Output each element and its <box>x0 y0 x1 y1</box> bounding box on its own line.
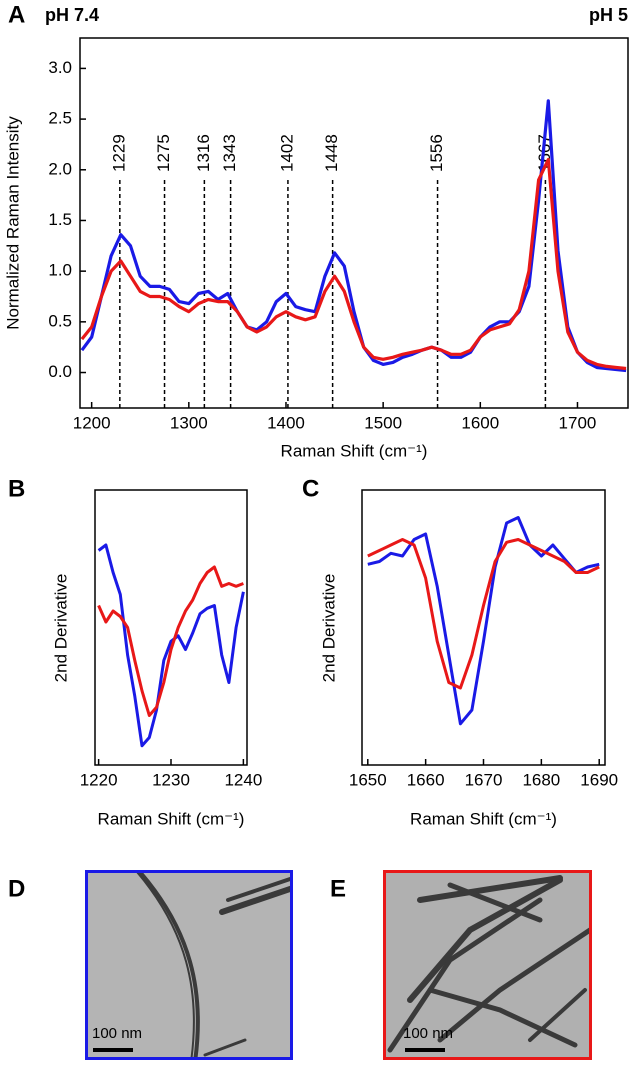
x-tick-label: 1690 <box>580 770 618 789</box>
series-line <box>97 543 245 748</box>
peak-label: 1556 <box>427 134 446 172</box>
scale-label: 100 nm <box>403 1025 453 1042</box>
x-axis-label: Raman Shift (cm⁻¹) <box>410 809 557 828</box>
panel-letter: A <box>8 1 25 28</box>
peak-label: 1316 <box>194 134 213 172</box>
y-axis-label: 2nd Derivative <box>51 574 70 683</box>
peak-label: 1343 <box>220 134 239 172</box>
plot-frame <box>361 489 606 766</box>
y-tick-label: 2.0 <box>48 159 72 178</box>
x-tick-label: 1660 <box>407 770 445 789</box>
x-tick-label: 1700 <box>559 413 597 432</box>
x-tick-label: 1220 <box>80 770 118 789</box>
micrograph-frame <box>85 870 293 1060</box>
y-tick-label: 0.5 <box>48 311 72 330</box>
panel-letter: E <box>330 875 346 902</box>
series-line <box>367 516 600 726</box>
series-line <box>80 99 627 373</box>
y-tick-label: 3.0 <box>48 58 72 77</box>
y-axis-label: Normalized Raman Intensity <box>3 116 22 330</box>
x-tick-label: 1600 <box>461 413 499 432</box>
x-tick-label: 1240 <box>224 770 262 789</box>
plot-frame <box>94 489 248 766</box>
x-axis-label: Raman Shift (cm⁻¹) <box>281 441 428 460</box>
peak-label: 1448 <box>322 134 341 172</box>
y-axis-label: 2nd Derivative <box>319 574 338 683</box>
x-tick-label: 1230 <box>152 770 190 789</box>
micrograph-frame <box>383 870 592 1060</box>
y-tick-label: 1.0 <box>48 261 72 280</box>
micrograph-e <box>383 870 592 1060</box>
x-tick-label: 1680 <box>522 770 560 789</box>
y-tick-label: 1.5 <box>48 210 72 229</box>
panel-letter: B <box>8 475 25 502</box>
series-line <box>97 565 244 717</box>
series-line <box>367 538 600 690</box>
x-axis-label: Raman Shift (cm⁻¹) <box>98 809 245 828</box>
micrograph-d <box>85 870 293 1060</box>
peak-label: 1229 <box>109 134 128 172</box>
scale-label: 100 nm <box>92 1025 142 1042</box>
x-tick-label: 1200 <box>73 413 111 432</box>
y-tick-label: 0.0 <box>48 362 72 381</box>
plot-frame <box>79 37 629 409</box>
panel-letter: C <box>302 475 319 502</box>
legend-entry: pH 7.4 <box>45 5 99 25</box>
panel-letter: D <box>8 875 25 902</box>
x-tick-label: 1300 <box>170 413 208 432</box>
legend-entry: pH 5 <box>589 5 628 25</box>
y-tick-label: 2.5 <box>48 109 72 128</box>
x-tick-label: 1500 <box>364 413 402 432</box>
x-tick-label: 1400 <box>267 413 305 432</box>
x-tick-label: 1650 <box>349 770 387 789</box>
peak-label: 1402 <box>277 134 296 172</box>
peak-label: 1275 <box>154 134 173 172</box>
series-line <box>80 158 627 371</box>
x-tick-label: 1670 <box>465 770 503 789</box>
